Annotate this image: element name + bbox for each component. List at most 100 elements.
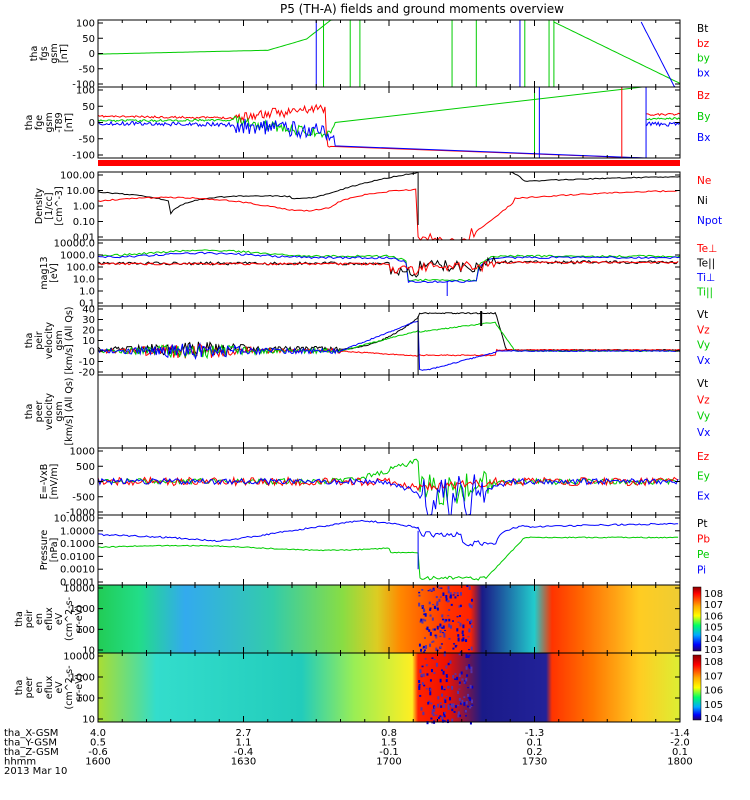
legend-temp-2: Ti⊥ [696, 272, 715, 284]
spectrogram-noise [431, 712, 434, 715]
spectrogram-noise [453, 643, 456, 645]
ylabel-peer_spec: (cm^2-s- [64, 666, 75, 710]
spectrogram-noise [432, 713, 435, 717]
colorbar-label: 106 [704, 686, 723, 697]
spectrogram-noise [442, 670, 445, 675]
spectrogram-noise [429, 614, 432, 617]
ytick-label-peir_vel: 10 [82, 336, 95, 347]
ylabel-peir_spec: (cm^2-s- [64, 597, 75, 641]
spectrogram-noise [456, 616, 459, 618]
spectrogram-noise [435, 647, 438, 651]
footer-value: 0.2 [527, 747, 543, 758]
colorbar-label: 108 [704, 657, 723, 668]
spectrogram-noise [461, 699, 464, 704]
spectrogram-noise [443, 651, 446, 654]
legend-peer_vel-3: Vx [697, 427, 710, 439]
panel-frame-density [97, 171, 681, 241]
spectrogram-noise [471, 685, 474, 689]
spectrogram-noise [468, 628, 471, 633]
spectrogram-noise [435, 662, 438, 667]
ytick-label-fge: 100 [76, 86, 95, 97]
fge-by-line [97, 86, 680, 139]
spectrogram-noise [465, 677, 468, 682]
ylabel-efield: [mV/m] [49, 464, 60, 500]
footer-value: 0.8 [381, 728, 397, 739]
spectrogram-noise [424, 613, 427, 617]
ylabel-peir_vel: [km/s] (All Qs) [64, 307, 75, 375]
spectrogram-noise [422, 645, 425, 649]
spectrogram-noise [451, 685, 454, 690]
spectrogram-noise [447, 586, 450, 590]
colorbar-label: 107 [704, 671, 723, 682]
ytick-label-efield: 0 [89, 477, 95, 488]
footer-value: -0.4 [234, 747, 254, 758]
spectrogram-noise [440, 587, 443, 589]
spectrogram-noise [425, 645, 428, 649]
spectrogram-noise [424, 619, 427, 622]
ytick-label-fge: -100 [72, 151, 95, 162]
spectrogram-noise [440, 643, 443, 645]
ylabel-density: [1/cc] [44, 192, 55, 219]
spectrogram-noise [467, 705, 470, 708]
spectrogram-noise [445, 674, 448, 678]
footer-value: 1800 [667, 757, 692, 768]
ylabel-peir_vel: peir [34, 331, 45, 350]
ytick-label-efield: 1000 [70, 447, 95, 458]
spectrogram-noise [435, 714, 438, 717]
fge-bz-line [97, 103, 680, 159]
spectrogram-noise [450, 603, 453, 606]
spectrogram-noise [443, 634, 446, 638]
fgs-by-recovery [553, 21, 681, 84]
spectrogram-noise [458, 697, 461, 701]
legend-fge-0: Bz [697, 90, 710, 102]
spectrogram-noise [465, 701, 468, 705]
spectrogram-noise [420, 618, 423, 622]
spectrogram-noise [471, 704, 474, 706]
spectrogram-noise [420, 648, 423, 652]
spectrogram-noise [435, 595, 438, 599]
ylabel-peir_spec: tha [14, 611, 25, 627]
spectrogram-noise [453, 711, 456, 713]
spectrogram-noise [429, 679, 432, 682]
spectrogram-noise [463, 701, 466, 706]
spectrogram-noise [466, 585, 469, 587]
spectrogram-noise [444, 711, 447, 714]
ylabel-fge: gsm [44, 112, 55, 132]
spectrogram-noise [427, 701, 430, 705]
spectrogram-noise [445, 598, 448, 602]
spectrogram-noise [449, 703, 452, 706]
spectrogram-noise [459, 592, 462, 596]
spectrogram-noise [443, 698, 446, 701]
footer-value: 1.5 [381, 738, 397, 749]
spectrogram-noise [426, 721, 429, 725]
ylabel-density: [cm^-3] [54, 186, 65, 225]
ytick-label-pressure: 0.0010 [60, 565, 95, 576]
ylabel-peir_spec: en [34, 613, 45, 625]
colorbar-peir_spec [692, 586, 702, 652]
spectrogram-noise [434, 706, 437, 709]
spectrogram-noise [430, 717, 433, 720]
footer-value: 1600 [85, 757, 110, 768]
ytick-label-pressure: 10.0000 [54, 514, 95, 525]
spectrogram-noise [457, 711, 460, 716]
spectrogram-noise [447, 686, 450, 688]
spectrogram-noise [439, 596, 442, 598]
temp-te-perp [97, 260, 679, 275]
ylabel-temp: [eV] [49, 263, 60, 283]
ylabel-fgs: tha [29, 46, 40, 62]
spectrogram-noise [429, 609, 432, 611]
spectrogram-noise [459, 622, 462, 627]
ytick-label-peer_spec: 1000 [70, 673, 95, 684]
spectrogram-noise [441, 627, 444, 629]
ytick-label-peer_spec: 10 [82, 715, 95, 726]
colorbar-peer_spec [692, 654, 702, 721]
spectrogram-noise [433, 605, 436, 610]
spectrogram-noise [459, 714, 462, 717]
spectrogram-noise [439, 635, 442, 638]
footer-value: 2.7 [236, 728, 252, 739]
ylabel-fge: [nT] [64, 113, 75, 132]
ylabel-peer_spec: en [34, 682, 45, 694]
legend-pressure-0: Pt [697, 518, 707, 530]
spectrogram-noise [454, 596, 457, 599]
spectrogram-noise [429, 688, 432, 691]
